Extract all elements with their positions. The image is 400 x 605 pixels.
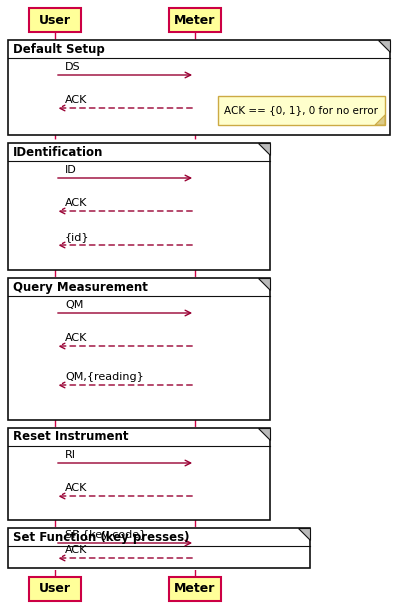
Text: ACK: ACK xyxy=(65,483,87,493)
Bar xyxy=(8,428,270,520)
Text: SF {key code}: SF {key code} xyxy=(65,530,146,540)
Bar xyxy=(169,577,221,601)
Bar xyxy=(29,8,81,32)
Text: QM: QM xyxy=(65,300,83,310)
Bar xyxy=(8,143,270,270)
Polygon shape xyxy=(258,278,270,290)
Bar xyxy=(218,96,385,125)
Text: Default Setup: Default Setup xyxy=(13,42,105,56)
Text: Meter: Meter xyxy=(174,13,216,27)
Text: Meter: Meter xyxy=(174,583,216,595)
Text: RI: RI xyxy=(65,450,76,460)
Bar xyxy=(169,8,221,32)
Bar xyxy=(8,40,390,135)
Text: ACK: ACK xyxy=(65,198,87,208)
Polygon shape xyxy=(258,143,270,155)
Polygon shape xyxy=(298,528,310,540)
Bar xyxy=(8,528,310,568)
Text: ACK: ACK xyxy=(65,95,87,105)
Text: User: User xyxy=(39,13,71,27)
Polygon shape xyxy=(378,40,390,52)
Polygon shape xyxy=(258,428,270,440)
Text: DS: DS xyxy=(65,62,81,72)
Bar xyxy=(29,577,81,601)
Text: ACK: ACK xyxy=(65,333,87,343)
Bar xyxy=(8,278,270,420)
Text: Set Function (key presses): Set Function (key presses) xyxy=(13,531,190,543)
Text: ACK: ACK xyxy=(65,545,87,555)
Text: IDentification: IDentification xyxy=(13,145,103,159)
Text: ACK == {0, 1}, 0 for no error: ACK == {0, 1}, 0 for no error xyxy=(224,105,378,116)
Text: User: User xyxy=(39,583,71,595)
Text: Reset Instrument: Reset Instrument xyxy=(13,431,128,443)
Text: Query Measurement: Query Measurement xyxy=(13,281,148,293)
Text: QM,{reading}: QM,{reading} xyxy=(65,372,144,382)
Text: ID: ID xyxy=(65,165,77,175)
Polygon shape xyxy=(375,115,385,125)
Text: {id}: {id} xyxy=(65,232,90,242)
